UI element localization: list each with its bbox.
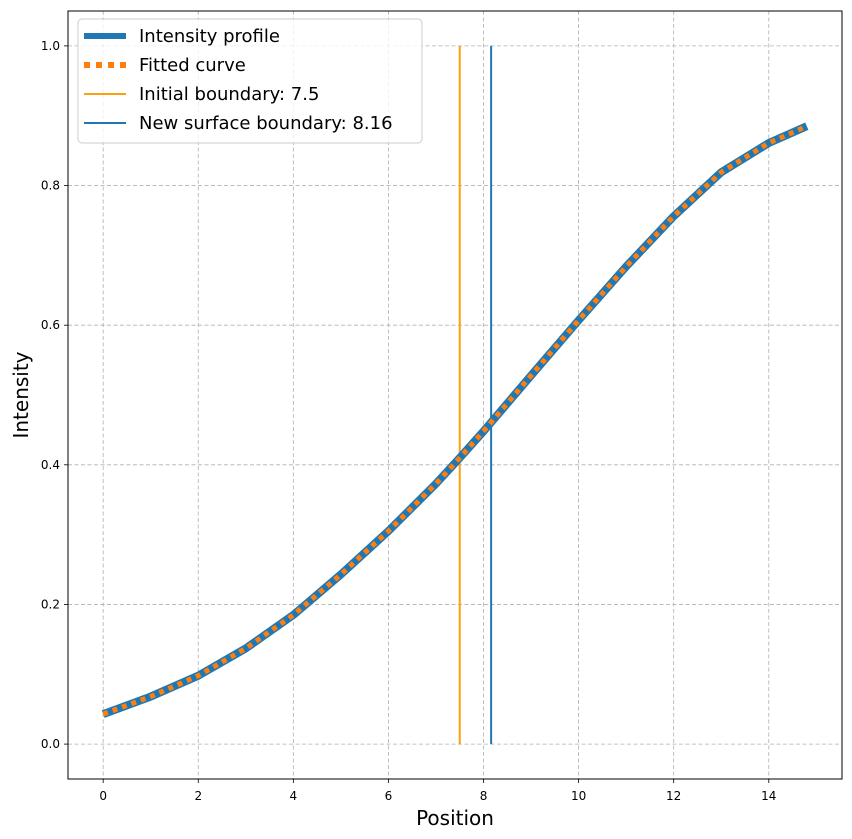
y-tick-label: 0.8 [41,179,60,193]
plot-frame [67,10,843,780]
x-tick-label: 2 [194,789,202,803]
x-tick-label: 6 [385,789,393,803]
x-tick-label: 12 [666,789,681,803]
x-tick-label: 10 [571,789,586,803]
legend-label: Fitted curve [139,55,246,76]
fitted-curve-line [102,123,808,717]
legend-box [77,18,423,144]
x-tick-label: 4 [290,789,298,803]
y-tick-label: 0.6 [41,318,60,332]
x-axis-title: Position [416,806,494,830]
y-axis-title: Intensity [9,351,33,438]
legend-label: Intensity profile [139,26,280,47]
series-layer [101,45,809,745]
legend-label: New surface boundary: 8.16 [139,113,393,134]
legend: Intensity profile Fitted curve Initial bou… [77,18,423,144]
y-tick-label: 0.4 [41,458,60,472]
legend-label: Initial boundary: 7.5 [139,84,319,105]
y-tick-label: 0.2 [41,597,60,611]
x-tick-label: 8 [480,789,488,803]
y-tick-label: 0.0 [41,737,60,751]
x-tick-label: 0 [99,789,107,803]
x-tick-label: 14 [761,789,776,803]
y-tick-label: 1.0 [41,39,60,53]
ticks: 0 2 4 6 8 10 12 14 0.0 0.2 0.4 0.6 0.8 1.0 [41,39,777,803]
